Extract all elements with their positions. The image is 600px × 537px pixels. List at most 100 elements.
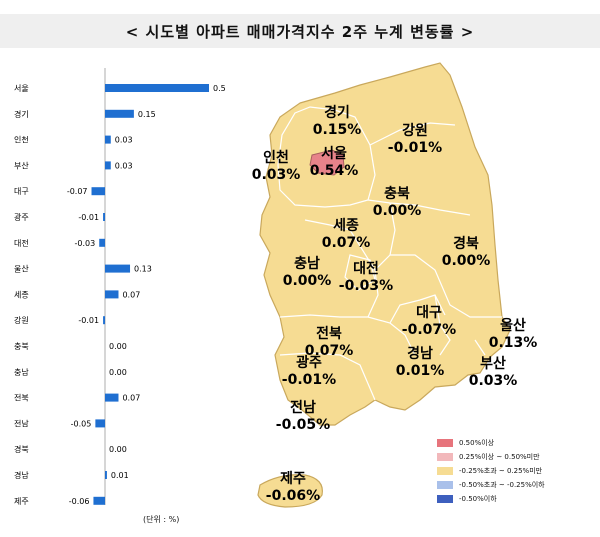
legend-label: -0.50%이하 (459, 494, 497, 503)
region-name: 강원 (402, 122, 428, 139)
region-name: 대구 (416, 305, 442, 321)
category-label: 세종 (14, 290, 29, 299)
value-label: 0.01 (111, 471, 129, 480)
category-label: 대전 (14, 238, 29, 248)
category-label: 전남 (14, 418, 29, 428)
region-name: 울산 (500, 317, 526, 334)
chart-title: < 시도별 아파트 매매가격지수 2주 누계 변동률 > (0, 14, 600, 48)
bar (105, 290, 119, 299)
value-label: -0.03 (75, 239, 96, 248)
bar (103, 316, 105, 325)
region-value: 0.03% (252, 167, 301, 183)
bar (93, 496, 105, 505)
region-value: 0.13% (489, 335, 538, 351)
region-name: 제주 (280, 471, 306, 487)
region-value: 0.00% (373, 203, 422, 219)
value-label: 0.07 (122, 394, 140, 403)
bar (103, 213, 105, 221)
value-label: 0.54 (213, 84, 225, 93)
bar-chart: 서울 0.54 경기 0.15 인천 0.03 부산 0.03 대구 -0.07 광주 -0.01 대전… (14, 68, 225, 505)
category-label: 부산 (14, 160, 29, 170)
category-label: 제주 (14, 497, 29, 505)
bar (99, 238, 105, 247)
legend: 0.50%이상 0.25%이상 ~ 0.50%미만 -0.25%초과 ~ 0.2… (437, 436, 545, 506)
region-name: 경남 (407, 345, 433, 362)
region-value: -0.03% (339, 278, 393, 294)
bar (105, 264, 131, 273)
category-label: 강원 (14, 315, 29, 325)
legend-label: 0.25%이상 ~ 0.50%미만 (459, 452, 540, 461)
legend-item: 0.50%이상 (437, 436, 545, 449)
category-label: 경기 (14, 109, 29, 119)
bar (105, 161, 111, 170)
category-label: 서울 (14, 84, 29, 93)
value-label: -0.01 (78, 316, 99, 325)
region-value: 0.07% (322, 235, 371, 251)
category-label: 경북 (14, 444, 29, 454)
legend-label: -0.25%초과 ~ 0.25%미만 (459, 466, 543, 475)
category-label: 충남 (14, 368, 29, 377)
value-label: -0.05 (71, 419, 92, 428)
region-value: -0.06% (266, 488, 320, 504)
category-label: 전북 (14, 393, 29, 403)
unit-label: (단위 : %) (143, 515, 180, 524)
value-label: 0.00 (109, 368, 127, 377)
value-label: -0.06 (69, 497, 90, 505)
value-label: 0.00 (109, 445, 127, 454)
category-label: 경남 (14, 470, 29, 480)
region-name: 대전 (353, 260, 379, 277)
bar (91, 187, 105, 196)
map-labels: 경기0.15% 강원-0.01%인천0.03%서울0.54%충북0.00%세종0.… (252, 104, 538, 504)
region-value: 0.01% (396, 363, 445, 379)
bar (105, 109, 134, 118)
legend-item: 0.25%이상 ~ 0.50%미만 (437, 450, 545, 463)
value-label: -0.01 (78, 213, 99, 222)
legend-label: -0.50%초과 ~ -0.25%이하 (459, 480, 545, 489)
region-value: 0.07% (305, 343, 354, 359)
region-name: 충북 (384, 186, 410, 202)
legend-item: -0.25%초과 ~ 0.25%미만 (437, 464, 545, 477)
region-name: 전남 (290, 399, 316, 416)
bar (105, 471, 107, 479)
legend-swatch (437, 438, 453, 447)
region-value: 0.15% (313, 122, 362, 138)
region-value: 0.00% (283, 273, 332, 289)
region-value: -0.01% (388, 140, 442, 156)
region-name: 서울 (321, 145, 347, 162)
legend-swatch (437, 466, 453, 475)
legend-item: -0.50%초과 ~ -0.25%이하 (437, 478, 545, 491)
region-name: 세종 (333, 218, 359, 234)
bar (105, 135, 111, 144)
region-value: -0.01% (282, 372, 336, 388)
region-name: 경북 (453, 235, 479, 252)
seoul-shape (309, 149, 345, 176)
map-land (257, 62, 511, 508)
region-value: 0.54% (310, 163, 359, 179)
jeju-shape (257, 474, 323, 508)
region-value: 0.00% (442, 253, 491, 269)
bar (105, 393, 119, 402)
region-value: -0.07% (402, 322, 456, 338)
legend-item: -0.50%이하 (437, 492, 545, 505)
value-label: 0.07 (122, 290, 140, 299)
category-label: 충북 (14, 342, 29, 351)
region-name: 경기 (324, 104, 350, 121)
region-borders (277, 106, 502, 401)
region-name: 광주 (296, 354, 322, 371)
region-name: 충남 (294, 255, 320, 272)
legend-swatch (437, 494, 453, 503)
category-label: 울산 (14, 264, 29, 274)
bar (105, 84, 209, 92)
legend-label: 0.50%이상 (459, 438, 495, 447)
region-value: -0.05% (276, 417, 330, 433)
region-value: 0.03% (469, 373, 518, 389)
value-label: 0.15 (138, 110, 156, 119)
value-label: 0.00 (109, 342, 127, 351)
value-label: 0.03 (115, 161, 133, 170)
category-label: 광주 (14, 212, 29, 222)
region-name: 전북 (316, 325, 342, 342)
region-name: 부산 (480, 355, 506, 372)
category-label: 인천 (14, 135, 29, 145)
korea-map: 경기0.15% 강원-0.01%인천0.03%서울0.54%충북0.00%세종0.… (252, 62, 538, 508)
value-label: -0.07 (67, 187, 88, 196)
